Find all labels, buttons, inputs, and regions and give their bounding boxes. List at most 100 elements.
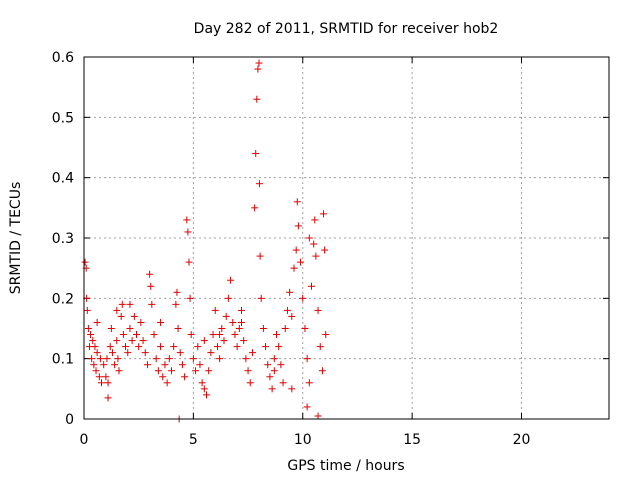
data-point [141, 349, 149, 357]
data-point [220, 337, 228, 345]
x-tick-label: 0 [80, 432, 89, 448]
x-tick-label: 10 [294, 432, 312, 448]
data-point [218, 325, 226, 332]
data-point [130, 312, 138, 320]
data-point [293, 198, 301, 206]
data-point [165, 355, 173, 363]
data-point [173, 288, 181, 296]
data-point [203, 391, 210, 399]
data-point [235, 325, 243, 332]
data-point [83, 306, 91, 314]
data-point [194, 343, 202, 351]
data-point [305, 234, 313, 242]
data-point [216, 355, 224, 363]
data-point [262, 343, 270, 351]
data-point [207, 349, 215, 357]
data-point [181, 373, 189, 381]
data-point [257, 294, 265, 302]
data-point [104, 379, 112, 387]
data-point [124, 349, 132, 357]
data-point [211, 306, 219, 314]
y-tick-label: 0.1 [52, 352, 74, 368]
data-point [154, 367, 162, 375]
data-point [84, 325, 92, 332]
data-point [240, 337, 248, 345]
data-point [259, 325, 267, 332]
data-point [251, 204, 259, 212]
data-point [277, 361, 285, 369]
data-point [229, 318, 237, 326]
data-point [283, 306, 291, 314]
data-point [113, 306, 121, 314]
data-point [150, 331, 158, 339]
data-point [299, 294, 307, 302]
data-point [255, 180, 263, 188]
data-point [273, 331, 280, 339]
data-point [157, 318, 165, 326]
data-point [133, 331, 140, 339]
points-layer [81, 59, 330, 423]
data-point [196, 361, 204, 369]
data-point [88, 355, 96, 363]
data-point [308, 282, 315, 290]
data-point [255, 59, 263, 67]
data-point [198, 379, 206, 387]
data-point [147, 282, 155, 290]
data-point [200, 385, 208, 393]
data-point [103, 355, 111, 363]
data-point [118, 300, 126, 308]
data-point [92, 367, 100, 375]
data-point [320, 210, 328, 218]
data-point [152, 355, 160, 363]
data-point [93, 318, 101, 326]
data-point [100, 361, 108, 369]
data-point [96, 355, 104, 363]
data-point [322, 331, 330, 339]
data-point [90, 361, 98, 369]
data-point [126, 300, 134, 308]
data-point [303, 355, 311, 363]
data-point [176, 349, 184, 357]
data-point [183, 216, 191, 224]
data-point [213, 343, 221, 351]
data-point [135, 343, 143, 351]
data-point [192, 367, 200, 375]
data-point [321, 246, 329, 254]
data-point [314, 412, 322, 420]
data-point [297, 258, 305, 266]
x-tick-label: 20 [513, 432, 531, 448]
data-point [303, 403, 311, 411]
data-point [311, 216, 319, 224]
data-point [161, 361, 169, 369]
data-point [205, 367, 213, 375]
data-point [187, 331, 195, 339]
data-point [222, 312, 230, 320]
data-point [279, 379, 287, 387]
data-point [146, 270, 154, 278]
data-point [216, 331, 224, 339]
y-tick-label: 0.3 [52, 231, 74, 247]
data-point [314, 306, 322, 314]
data-point [93, 349, 101, 357]
data-point [270, 367, 278, 375]
data-point [108, 349, 116, 357]
data-point [114, 355, 122, 363]
data-point [231, 331, 239, 339]
data-point [292, 246, 300, 254]
data-point [305, 379, 313, 387]
data-point [248, 349, 256, 357]
data-point [111, 361, 119, 369]
data-point [168, 367, 175, 375]
data-point [174, 325, 182, 332]
y-tick-label: 0.5 [52, 110, 74, 126]
x-tick-label: 15 [403, 432, 421, 448]
data-point [137, 318, 145, 326]
data-point [270, 355, 278, 363]
data-point [98, 379, 105, 387]
data-point [227, 276, 235, 284]
data-point [184, 228, 192, 236]
x-axis-label: GPS time / hours [287, 458, 404, 474]
data-point [186, 294, 194, 302]
